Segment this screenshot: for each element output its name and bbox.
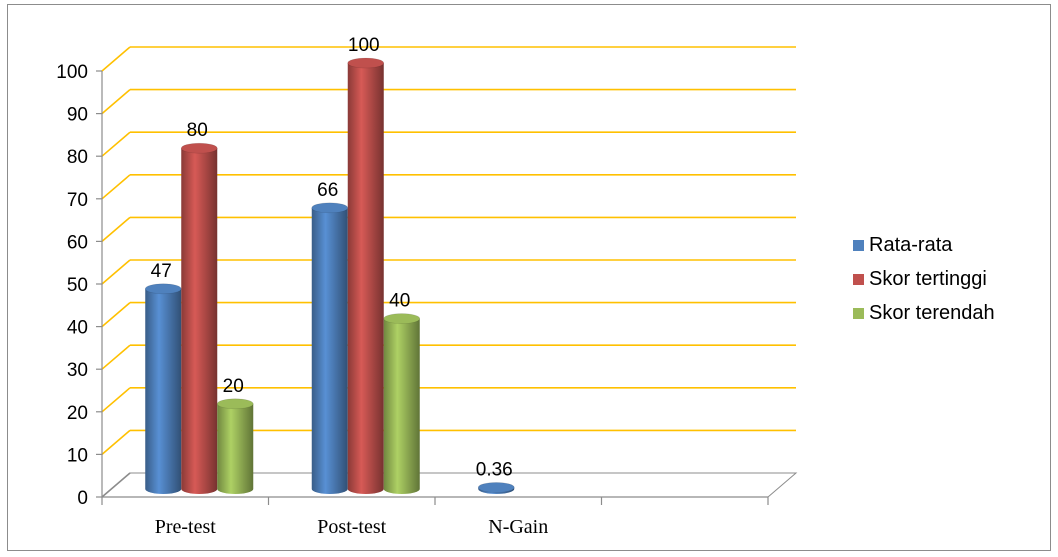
bar-pre-test-skor-tertinggi (180, 142, 218, 494)
y-tick-label-90: 90 (67, 105, 88, 126)
bar-post-test-rata-rata-top (311, 202, 349, 214)
bar-n-gain-rata-rata (477, 482, 515, 494)
bar-pre-test-rata-rata (144, 283, 182, 494)
gridline-side-40 (101, 301, 131, 328)
data-label-pre-test-rata-rata: 47 (151, 261, 172, 282)
bar-pre-test-rata-rata-body (145, 288, 182, 494)
bar-post-test-rata-rata (311, 202, 349, 494)
bars (144, 57, 515, 494)
legend-label-skor-terendah: Skor terendah (869, 301, 995, 324)
bar-post-test-skor-terendah-top (383, 313, 421, 324)
data-label-pre-test-skor-tertinggi: 80 (187, 120, 208, 141)
bar-pre-test-skor-tertinggi-body (181, 148, 218, 494)
bar-pre-test-skor-terendah-top (216, 398, 254, 410)
y-tick-label-20: 20 (67, 403, 88, 424)
x-tick-label-n-gain: N-Gain (488, 516, 548, 538)
bar-post-test-skor-tertinggi-top (347, 57, 385, 69)
bar-post-test-skor-terendah (383, 313, 421, 494)
bar-post-test-rata-rata-body (311, 207, 348, 494)
bar-pre-test-skor-terendah-body (217, 403, 254, 494)
bar-post-test-skor-tertinggi (347, 57, 385, 494)
bar-pre-test-skor-tertinggi-top (180, 142, 218, 154)
x-tick-label-pre-test: Pre-test (155, 516, 217, 538)
bar-pre-test-rata-rata-top (144, 283, 182, 295)
gridline-side-90 (101, 88, 131, 115)
y-tick-label-30: 30 (67, 360, 88, 381)
y-tick-label-60: 60 (67, 232, 88, 253)
gridline-side-60 (101, 216, 131, 243)
bar-n-gain-rata-rata-top (477, 482, 515, 493)
gridline-side-80 (101, 131, 131, 157)
legend-label-rata-rata: Rata-rata (869, 233, 953, 256)
gridline-side-30 (101, 344, 131, 370)
y-tick-label-100: 100 (56, 62, 88, 83)
gridlines (101, 46, 796, 498)
legend-label-skor-tertinggi: Skor tertinggi (869, 267, 987, 290)
data-label-post-test-rata-rata: 66 (317, 180, 338, 201)
bar-pre-test-skor-terendah (216, 398, 254, 494)
gridline-side-50 (101, 259, 131, 285)
y-tick-label-80: 80 (67, 147, 88, 168)
bar-post-test-skor-terendah-body (383, 318, 420, 494)
y-tick-label-50: 50 (67, 275, 88, 296)
legend: Rata-rata Skor tertinggi Skor terendah (853, 228, 1053, 330)
gridline-side-70 (101, 174, 131, 200)
data-label-pre-test-skor-terendah: 20 (223, 376, 244, 397)
gridline-side-10 (101, 429, 131, 456)
gridline-side-0 (101, 472, 131, 498)
gridline-side-20 (101, 387, 131, 413)
data-label-n-gain-rata-rata: 0.36 (476, 459, 513, 480)
gridline-side-100 (101, 46, 131, 72)
y-tick-label-0: 0 (77, 488, 88, 509)
legend-swatch-skor-tertinggi (853, 273, 864, 285)
data-labels: 47 80 20 66 100 40 0.36 (151, 35, 513, 480)
data-label-post-test-skor-terendah: 40 (389, 291, 410, 312)
legend-item-skor-terendah: Skor terendah (853, 296, 1053, 330)
legend-swatch-rata-rata (853, 239, 864, 251)
data-label-post-test-skor-tertinggi: 100 (348, 35, 380, 56)
bar-post-test-skor-tertinggi-body (347, 63, 384, 494)
legend-item-skor-tertinggi: Skor tertinggi (853, 262, 1053, 296)
axes: 0 10 20 30 40 50 60 70 80 90 100 Pre-test Post-test N… (56, 62, 769, 538)
legend-item-rata-rata: Rata-rata (853, 228, 1053, 262)
y-tick-label-10: 10 (67, 445, 88, 466)
x-tick-label-post-test: Post-test (317, 516, 386, 538)
legend-swatch-skor-terendah (853, 307, 864, 319)
y-tick-label-40: 40 (67, 318, 88, 339)
y-tick-label-70: 70 (67, 190, 88, 211)
